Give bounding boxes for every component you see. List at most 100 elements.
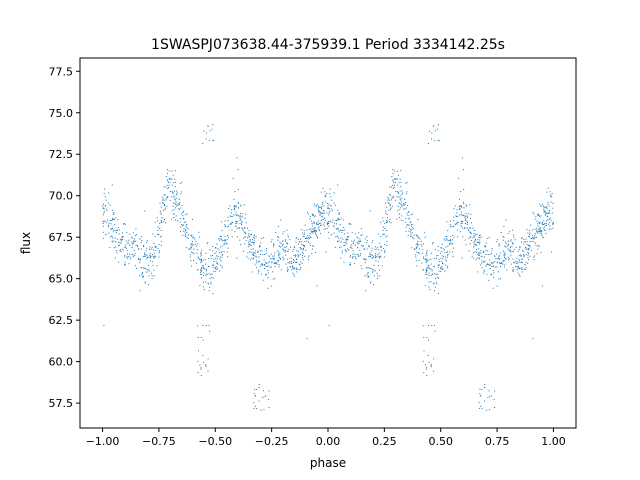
data-point <box>332 219 334 221</box>
data-point <box>437 273 439 275</box>
data-point <box>516 269 518 271</box>
data-point <box>430 281 432 283</box>
data-point <box>219 258 221 260</box>
data-point <box>158 251 160 253</box>
data-point <box>363 259 365 260</box>
data-point <box>302 232 303 234</box>
data-point <box>312 228 314 230</box>
data-point <box>423 337 425 338</box>
data-point <box>398 217 400 218</box>
data-point <box>226 239 228 241</box>
data-point <box>214 271 216 273</box>
data-point <box>484 384 486 385</box>
data-point <box>297 238 299 240</box>
data-point <box>403 203 405 204</box>
data-point <box>124 255 126 256</box>
data-point <box>203 272 205 274</box>
data-point <box>400 219 402 221</box>
data-point <box>351 231 353 233</box>
data-point <box>236 227 238 229</box>
data-point <box>392 169 394 171</box>
data-point <box>346 236 348 238</box>
data-point <box>306 237 308 239</box>
data-point <box>479 239 481 241</box>
data-point <box>103 203 104 205</box>
data-point <box>310 236 311 238</box>
data-point <box>132 232 134 234</box>
data-point <box>353 256 355 258</box>
data-point <box>392 179 394 181</box>
data-point <box>410 233 412 235</box>
data-point <box>377 247 379 249</box>
data-point <box>190 234 192 236</box>
data-point <box>275 262 277 263</box>
data-point <box>528 244 529 246</box>
data-point <box>540 231 542 233</box>
data-point <box>466 222 468 224</box>
data-point <box>146 271 148 273</box>
data-point <box>495 258 497 260</box>
data-point <box>283 250 285 252</box>
data-point <box>407 215 409 217</box>
data-point <box>326 212 328 214</box>
data-point <box>139 290 141 292</box>
data-point <box>516 262 518 264</box>
data-point <box>115 229 117 231</box>
data-point <box>365 290 367 292</box>
data-point <box>257 261 259 263</box>
data-point <box>489 265 491 266</box>
data-point <box>270 266 272 268</box>
data-point <box>227 220 229 222</box>
data-point <box>514 262 516 264</box>
data-point <box>208 140 210 142</box>
data-point <box>339 230 341 231</box>
data-point <box>465 219 466 221</box>
data-point <box>104 220 106 222</box>
data-point <box>253 239 255 241</box>
data-point <box>377 261 379 263</box>
data-point <box>535 236 537 238</box>
data-point <box>552 224 554 226</box>
data-point <box>229 205 231 207</box>
data-point <box>146 240 148 242</box>
data-point <box>158 223 160 225</box>
data-point <box>338 229 340 231</box>
data-point <box>536 230 537 232</box>
data-point <box>147 284 149 286</box>
data-point <box>530 224 532 226</box>
data-point <box>224 236 226 238</box>
data-point <box>247 236 249 238</box>
data-point <box>316 222 318 223</box>
data-point <box>461 222 463 224</box>
data-point <box>239 215 241 217</box>
data-point <box>126 256 128 258</box>
data-point <box>330 205 332 207</box>
data-point <box>135 244 137 246</box>
data-point <box>234 207 235 209</box>
data-point <box>197 269 199 271</box>
data-point <box>148 269 149 271</box>
data-point <box>142 272 144 274</box>
data-point <box>525 267 527 268</box>
data-point <box>494 407 496 408</box>
data-point <box>185 214 187 216</box>
data-point <box>271 261 273 263</box>
data-point <box>280 219 282 221</box>
data-point <box>407 234 409 236</box>
data-point <box>214 252 216 254</box>
data-point <box>331 208 333 210</box>
data-point <box>123 223 125 224</box>
data-point <box>227 225 229 227</box>
data-point <box>238 227 240 229</box>
data-point <box>154 245 156 247</box>
data-point <box>144 253 146 255</box>
data-point <box>366 240 368 242</box>
x-tick-label: 0.25 <box>372 435 397 448</box>
data-point <box>119 249 121 251</box>
data-point <box>479 235 480 237</box>
data-point <box>277 260 279 262</box>
data-point <box>418 236 420 238</box>
data-point <box>185 247 187 249</box>
data-point <box>475 251 477 253</box>
data-point <box>479 252 481 254</box>
